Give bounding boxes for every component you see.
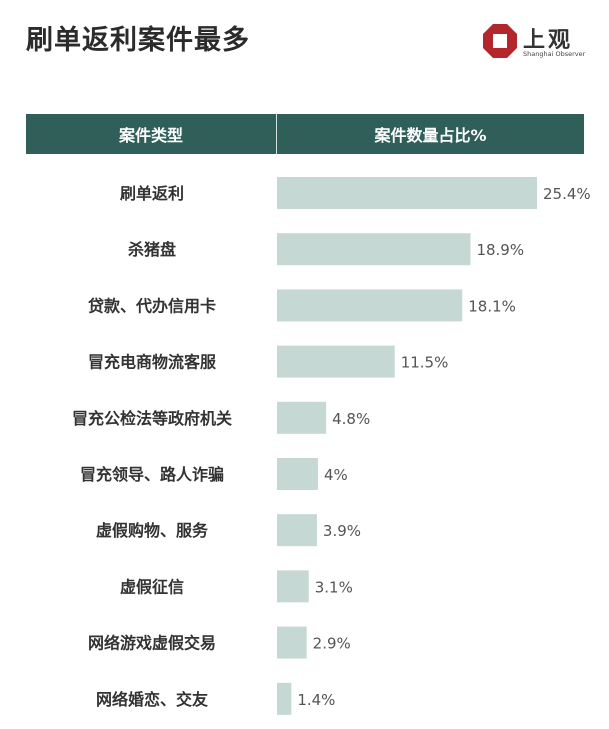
category-label: 虚假购物、服务	[96, 521, 209, 540]
header-case-type: 案件类型	[26, 114, 277, 154]
bar	[277, 401, 327, 434]
bar	[277, 233, 471, 266]
category-label: 杀猪盘	[128, 240, 176, 259]
logo: 上观 Shanghai Observer	[483, 22, 593, 66]
bar	[277, 289, 463, 322]
chart-title: 刷单返利案件最多	[26, 25, 250, 56]
category-label: 虚假征信	[120, 577, 184, 596]
bar	[277, 345, 395, 378]
bar	[277, 177, 537, 209]
category-label: 刷单返利	[120, 184, 184, 203]
header-case-share: 案件数量占比%	[374, 126, 487, 145]
bar	[277, 626, 307, 659]
category-label: 网络游戏虚假交易	[88, 634, 216, 653]
bar	[277, 682, 292, 715]
category-label: 贷款、代办信用卡	[88, 296, 216, 315]
bar	[277, 514, 317, 547]
value-label: 1.4%	[297, 691, 335, 709]
value-label: 25.4%	[543, 185, 591, 203]
value-label: 2.9%	[313, 635, 351, 653]
logo-text-en: Shanghai Observer	[523, 50, 586, 58]
table-header: 案件类型 案件数量占比%	[26, 114, 584, 154]
logo-octagon-icon	[483, 24, 517, 58]
value-label: 11.5%	[401, 354, 449, 372]
logo-text-cn: 上观	[523, 28, 574, 53]
value-label: 3.9%	[323, 522, 361, 540]
value-label: 4%	[324, 466, 348, 484]
category-label: 网络婚恋、交友	[96, 690, 209, 709]
category-label: 冒充公检法等政府机关	[72, 409, 232, 428]
value-label: 3.1%	[315, 578, 353, 596]
bar	[277, 458, 318, 490]
value-label: 18.9%	[476, 241, 524, 259]
category-label: 冒充电商物流客服	[88, 353, 217, 372]
value-label: 4.8%	[332, 410, 370, 428]
bar	[277, 570, 309, 603]
value-label: 18.1%	[468, 297, 516, 315]
category-label: 冒充领导、路人诈骗	[80, 465, 224, 484]
